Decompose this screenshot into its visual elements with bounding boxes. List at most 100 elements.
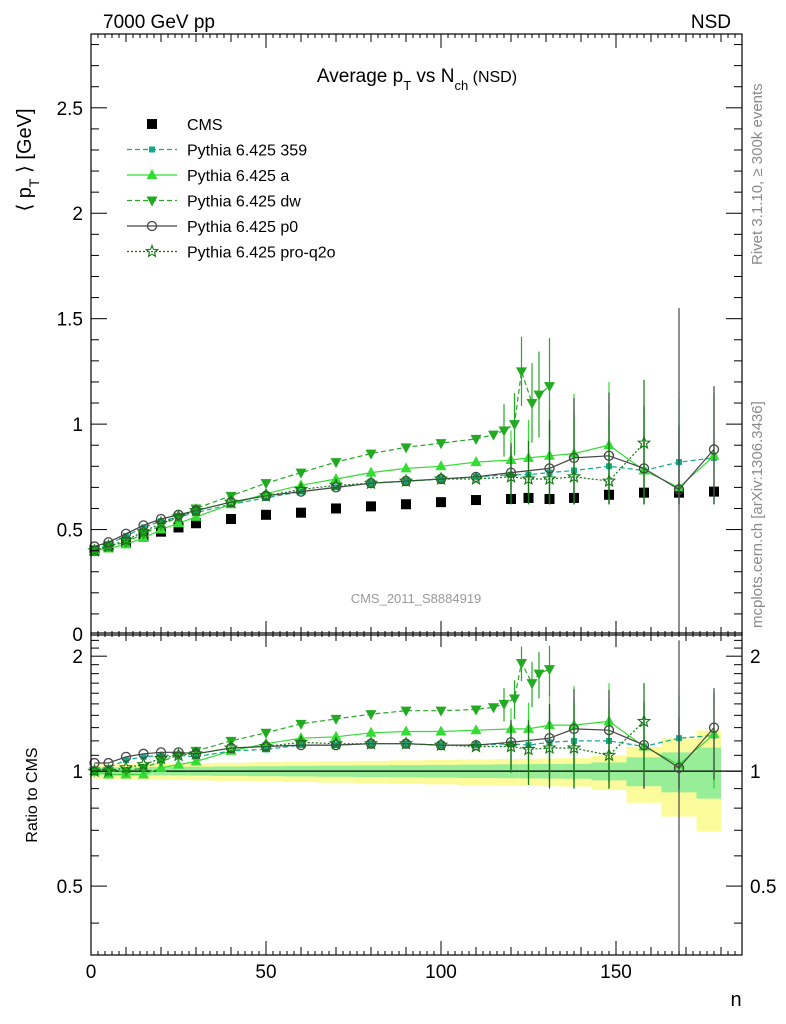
- data-point: [470, 705, 482, 716]
- data-point: [260, 479, 272, 490]
- ratio-series-pythia-6-425-pro-q2o: [87, 683, 652, 789]
- x-tick-label: 0: [86, 962, 97, 983]
- data-point: [470, 724, 482, 735]
- data-point: [330, 730, 342, 741]
- data-point: [190, 755, 202, 766]
- data-point: [226, 514, 236, 525]
- y-tick-label: 1.5: [57, 310, 83, 331]
- data-point: [542, 740, 557, 754]
- legend-item: Pythia 6.425 a: [127, 168, 289, 185]
- y-tick-label: 0.5: [57, 521, 83, 542]
- legend-item: Pythia 6.425 pro-q2o: [127, 243, 336, 262]
- series-line: [94, 371, 550, 552]
- data-point: [258, 738, 274, 753]
- y-axis-label: ⟨ pT ⟩ [GeV]: [14, 108, 42, 211]
- ratio-panel: 0 50 100 150 0.5 0.5 1 1 2 2 Ratio to CMS: [24, 621, 776, 983]
- data-point: [136, 757, 151, 771]
- data-point: [488, 430, 499, 441]
- legend-label: CMS: [187, 117, 223, 134]
- data-point: [365, 710, 377, 721]
- series-line: [94, 444, 715, 552]
- series-line: [94, 720, 645, 772]
- series-pythia-6-425-pro-q2o: [87, 379, 652, 557]
- data-point: [365, 466, 377, 477]
- data-point: [400, 443, 412, 454]
- data-point: [89, 757, 100, 769]
- data-point: [708, 722, 720, 733]
- data-point: [471, 495, 481, 506]
- data-point: [400, 462, 412, 473]
- data-point: [295, 739, 307, 751]
- analysis-watermark: CMS_2011_S8884919: [351, 591, 482, 606]
- data-point: [140, 524, 147, 531]
- data-point: [521, 741, 536, 756]
- data-point: [365, 726, 377, 737]
- data-point: [400, 706, 412, 717]
- data-point: [296, 507, 306, 518]
- data-point: [435, 439, 447, 450]
- data-point: [330, 482, 342, 493]
- data-point: [636, 435, 652, 450]
- data-point: [544, 382, 555, 393]
- series-line: [94, 661, 550, 772]
- data-point: [503, 738, 519, 753]
- ratio-frame: [90, 632, 743, 956]
- data-point: [398, 473, 414, 488]
- data-point: [295, 719, 307, 730]
- x-tick-label: 50: [255, 962, 276, 983]
- data-point: [708, 444, 720, 455]
- data-point: [258, 488, 274, 502]
- ratio-y-tick-label: 1: [72, 762, 83, 783]
- data-point: [435, 460, 447, 471]
- main-panel: 0.5 1 1.5 2 2.5 0 CMS_2011_S8884919 Average p…: [14, 33, 743, 646]
- ratio-y-tick-label: 2: [750, 647, 761, 668]
- legend-label: Pythia 6.425 pro-q2o: [187, 245, 336, 262]
- data-point: [158, 752, 164, 759]
- ratio-y-tick-label: 0.5: [750, 877, 776, 898]
- x-axis-label: n: [730, 989, 741, 1011]
- data-point: [118, 532, 134, 547]
- chart-title: Average pT vs Nch (NSD): [317, 66, 517, 93]
- series-line: [94, 442, 645, 552]
- data-point: [526, 399, 538, 410]
- data-point: [123, 756, 129, 763]
- data-point: [526, 679, 538, 690]
- data-point: [436, 497, 446, 508]
- data-point: [87, 543, 102, 557]
- legend-label: Pythia 6.425 a: [187, 168, 289, 185]
- y-tick-label: 0: [72, 625, 83, 646]
- data-point: [488, 703, 499, 714]
- series-line: [94, 457, 715, 552]
- legend-marker: [146, 220, 158, 232]
- data-point: [260, 737, 272, 748]
- data-point: [509, 694, 520, 705]
- data-point: [136, 524, 151, 538]
- data-point: [503, 469, 519, 483]
- legend-item: Pythia 6.425 p0: [127, 219, 298, 236]
- data-point: [173, 758, 184, 769]
- legend-item: Pythia 6.425 dw: [127, 194, 301, 211]
- data-point: [435, 725, 447, 736]
- data-point: [330, 739, 342, 751]
- data-point: [223, 494, 239, 509]
- data-point: [498, 699, 510, 710]
- legend-marker: [146, 196, 158, 207]
- data-point: [401, 499, 411, 510]
- data-point: [155, 513, 167, 525]
- data-point: [328, 736, 344, 750]
- data-point: [155, 747, 167, 758]
- legend-item: Pythia 6.425 359: [127, 143, 307, 160]
- data-point: [470, 456, 482, 467]
- legend-item: CMS: [147, 117, 223, 134]
- data-point: [101, 763, 116, 778]
- ratio-y-tick-label: 2: [72, 647, 83, 668]
- legend-label: Pythia 6.425 dw: [187, 194, 301, 211]
- data-point: [363, 475, 379, 490]
- data-point: [225, 496, 237, 508]
- series-pythia-6-425-359: [91, 394, 717, 554]
- data-point: [433, 737, 449, 752]
- data-point: [293, 734, 309, 749]
- data-point: [171, 509, 186, 524]
- data-point: [363, 736, 379, 750]
